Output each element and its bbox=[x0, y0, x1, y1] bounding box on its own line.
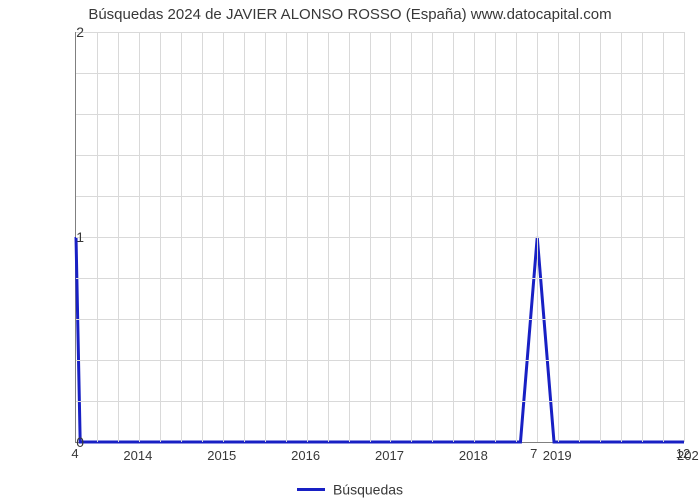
gridline-v bbox=[349, 32, 350, 442]
gridline-v bbox=[202, 32, 203, 442]
gridline-v bbox=[181, 32, 182, 442]
gridline-v bbox=[516, 32, 517, 442]
gridline-v bbox=[390, 32, 391, 442]
gridline-v bbox=[642, 32, 643, 442]
gridline-v bbox=[286, 32, 287, 442]
gridline-v bbox=[265, 32, 266, 442]
gridline-v bbox=[474, 32, 475, 442]
x-tick-label: 2015 bbox=[207, 448, 236, 463]
gridline-v bbox=[223, 32, 224, 442]
x-tick-label: 2018 bbox=[459, 448, 488, 463]
gridline-h bbox=[76, 401, 684, 402]
chart-title: Búsquedas 2024 de JAVIER ALONSO ROSSO (E… bbox=[0, 6, 700, 23]
gridline-v bbox=[160, 32, 161, 442]
y-tick-label: 2 bbox=[34, 24, 84, 40]
gridline-v bbox=[495, 32, 496, 442]
gridline-v bbox=[139, 32, 140, 442]
x-tick-label: 2017 bbox=[375, 448, 404, 463]
gridline-h bbox=[76, 114, 684, 115]
annotation-label: 12 bbox=[676, 446, 690, 461]
gridline-v bbox=[537, 32, 538, 442]
gridline-v bbox=[453, 32, 454, 442]
gridline-v bbox=[621, 32, 622, 442]
gridline-h bbox=[76, 73, 684, 74]
gridline-v bbox=[432, 32, 433, 442]
gridline-v bbox=[118, 32, 119, 442]
gridline-h bbox=[76, 360, 684, 361]
gridline-v bbox=[370, 32, 371, 442]
legend-swatch bbox=[297, 488, 325, 491]
gridline-h bbox=[76, 196, 684, 197]
legend-label: Búsquedas bbox=[333, 481, 403, 497]
gridline-v bbox=[600, 32, 601, 442]
x-tick-label: 2019 bbox=[543, 448, 572, 463]
gridline-v bbox=[411, 32, 412, 442]
gridline-h bbox=[76, 32, 684, 33]
gridline-v bbox=[558, 32, 559, 442]
annotation-label: 7 bbox=[530, 446, 537, 461]
gridline-v bbox=[663, 32, 664, 442]
legend: Búsquedas bbox=[0, 480, 700, 497]
gridline-h bbox=[76, 278, 684, 279]
line-series bbox=[76, 237, 684, 442]
x-tick-label: 2016 bbox=[291, 448, 320, 463]
plot-area bbox=[75, 32, 684, 443]
gridline-v bbox=[244, 32, 245, 442]
gridline-v bbox=[97, 32, 98, 442]
gridline-h bbox=[76, 155, 684, 156]
chart-container: Búsquedas 2024 de JAVIER ALONSO ROSSO (E… bbox=[0, 0, 700, 500]
y-tick-label: 1 bbox=[34, 229, 84, 245]
gridline-h bbox=[76, 319, 684, 320]
gridline-v bbox=[579, 32, 580, 442]
annotation-label: 4 bbox=[71, 446, 78, 461]
gridline-v bbox=[328, 32, 329, 442]
gridline-v bbox=[307, 32, 308, 442]
gridline-v bbox=[684, 32, 685, 442]
gridline-h bbox=[76, 237, 684, 238]
x-tick-label: 2014 bbox=[123, 448, 152, 463]
